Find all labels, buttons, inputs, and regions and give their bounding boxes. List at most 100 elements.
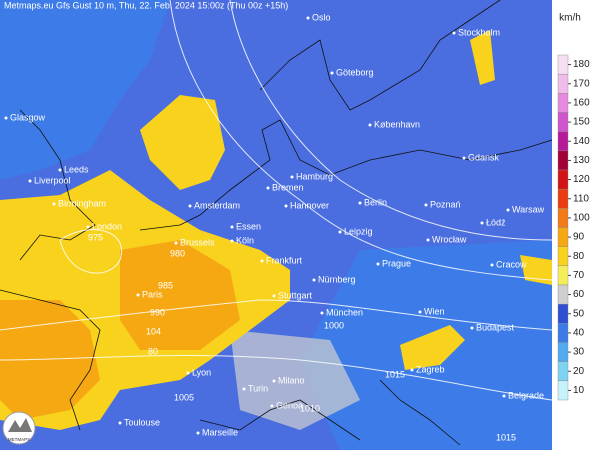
- colorbar-swatch: [557, 265, 569, 286]
- legend-unit: km/h: [559, 13, 581, 24]
- city-dot: [4, 116, 8, 120]
- wind-field: [0, 0, 552, 450]
- city-label: Stuttgart: [278, 290, 313, 300]
- colorbar-label: 20: [573, 366, 585, 377]
- city-dot: [174, 241, 178, 245]
- colorbar-label: 180: [573, 59, 590, 70]
- isobar-label: 985: [158, 280, 173, 290]
- colorbar-label: 40: [573, 328, 585, 339]
- city-label: Toulouse: [124, 417, 160, 427]
- city-dot: [284, 204, 288, 208]
- city-label: Prague: [382, 258, 411, 268]
- colorbar-label: 30: [573, 347, 585, 358]
- city-label: Nürnberg: [318, 274, 356, 284]
- city-label: Paris: [142, 289, 163, 299]
- colorbar-swatch: [557, 380, 569, 401]
- colorbar-swatch: [557, 227, 569, 247]
- wind-area: [400, 325, 465, 370]
- colorbar: 180 170 160 150 140 130 120 110 100 90 80 70 60 50 40 3…: [557, 54, 590, 401]
- city-dot: [266, 186, 270, 190]
- colorbar-label: 90: [573, 232, 585, 243]
- colorbar-label: 70: [573, 270, 585, 281]
- colorbar-swatch: [557, 361, 569, 382]
- city-label: London: [92, 221, 122, 231]
- city-dot: [272, 379, 276, 383]
- isobar-label: 1015: [385, 369, 405, 379]
- isobar-label: 980: [170, 248, 185, 258]
- city-dot: [28, 179, 32, 183]
- wind-area: [140, 95, 225, 190]
- colorbar-label: 150: [573, 117, 590, 128]
- city-label: Oslo: [312, 12, 331, 22]
- city-dot: [470, 326, 474, 330]
- city-label: København: [374, 119, 420, 129]
- city-dot: [230, 239, 234, 243]
- city-dot: [338, 230, 342, 234]
- colorbar-swatch: [557, 131, 569, 152]
- colorbar-label: 80: [573, 251, 585, 262]
- colorbar-swatch: [557, 208, 569, 228]
- city-label: Cracow: [496, 259, 527, 269]
- city-dot: [410, 368, 414, 372]
- city-dot: [186, 371, 190, 375]
- isobar-label: 104: [146, 326, 161, 336]
- city-dot: [312, 278, 316, 282]
- map-title: Metmaps.eu Gfs Gust 10 m, Thu, 22. Feb. …: [4, 0, 288, 10]
- city-label: Stockholm: [458, 27, 500, 37]
- coastlines: [0, 0, 553, 446]
- city-dot: [306, 16, 310, 20]
- logo: METMAPS: [2, 411, 36, 445]
- city-dot: [480, 221, 484, 225]
- city-label: Berlin: [364, 197, 387, 207]
- city-label: Zagreb: [416, 364, 445, 374]
- colorbar-swatch: [557, 73, 569, 94]
- city-dot: [452, 31, 456, 35]
- city-label: Frankfurt: [266, 255, 303, 265]
- city-label: Hamburg: [296, 171, 333, 181]
- colorbar-label: 50: [573, 308, 585, 319]
- colorbar-swatch: [557, 342, 569, 362]
- city-label: Köln: [236, 235, 254, 245]
- city-label: Liverpool: [34, 175, 71, 185]
- logo-text: METMAPS: [8, 437, 30, 442]
- colorbar-label: 140: [573, 136, 590, 147]
- colorbar-swatch: [557, 303, 569, 324]
- city-dot: [272, 294, 276, 298]
- city-label: Wrocław: [432, 234, 467, 244]
- isobar-label: 1015: [496, 432, 516, 442]
- colorbar-label: 110: [573, 193, 589, 204]
- city-label: Poznań: [430, 199, 461, 209]
- isobar-label: 1010: [300, 403, 320, 413]
- colorbar-swatch: [557, 188, 569, 209]
- city-label: Turin: [248, 383, 268, 393]
- isobars: [0, 0, 553, 401]
- wind-area: [120, 240, 240, 350]
- isobar-label: 1000: [324, 320, 344, 330]
- colorbar-swatch: [557, 323, 569, 343]
- city-dot: [136, 293, 140, 297]
- city-label: Brussels: [180, 237, 215, 247]
- colorbar-label: 100: [573, 213, 590, 224]
- city-dot: [196, 431, 200, 435]
- city-dot: [52, 202, 56, 206]
- city-dot: [426, 238, 430, 242]
- city-label: Lyon: [192, 367, 211, 377]
- city-dot: [188, 204, 192, 208]
- city-label: Hannover: [290, 200, 329, 210]
- colorbar-swatch: [557, 246, 569, 267]
- colorbar-label: 160: [573, 98, 590, 109]
- city-dot: [506, 208, 510, 212]
- city-label: Essen: [236, 221, 261, 231]
- city-dot: [230, 225, 234, 229]
- city-dot: [462, 156, 466, 160]
- city-label: Amsterdam: [194, 200, 240, 210]
- colorbar-label: 170: [573, 78, 590, 89]
- colorbar-label: 120: [573, 174, 590, 185]
- colorbar-swatch: [557, 169, 569, 190]
- city-label: Marseille: [202, 427, 238, 437]
- city-dot: [424, 203, 428, 207]
- city-dot: [58, 168, 62, 172]
- colorbar-label: 60: [573, 289, 585, 300]
- colorbar-swatch: [557, 284, 569, 305]
- city-dot: [418, 310, 422, 314]
